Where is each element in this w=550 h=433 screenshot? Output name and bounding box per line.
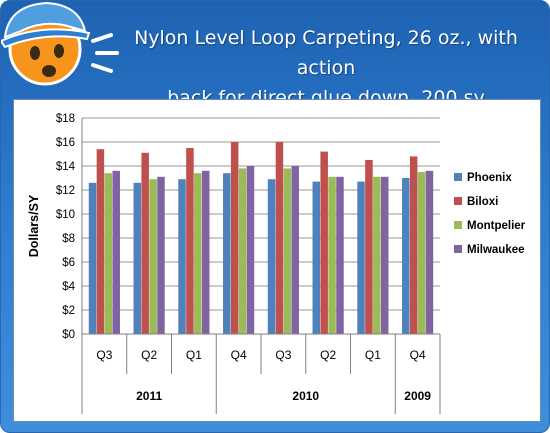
bar-chart: $0 $2 $4 $6 $8 $10 $12 $14 $16 $18 Dollars/SY Q3 Q2 Q… xyxy=(27,113,526,414)
bar-montpelier xyxy=(194,173,202,334)
x-tick-label: Q4 xyxy=(410,348,426,362)
y-tick-label: $6 xyxy=(62,257,75,269)
legend-label-biloxi: Biloxi xyxy=(467,196,498,208)
bar-montpelier xyxy=(283,168,292,334)
y-tick-label: $18 xyxy=(56,113,75,125)
bar-biloxi xyxy=(409,156,418,334)
y-tick-label: $8 xyxy=(62,233,75,245)
bar-montpelier xyxy=(238,168,247,334)
bar-milwaukee xyxy=(291,166,299,334)
legend-swatch-milwaukee xyxy=(454,245,462,253)
bar-montpelier xyxy=(373,176,381,334)
bar-montpelier xyxy=(328,176,336,334)
hardhat-mascot-icon xyxy=(1,1,119,86)
bar-phoenix xyxy=(312,181,321,334)
legend-label-phoenix: Phoenix xyxy=(467,172,512,184)
x-tick-label: Q3 xyxy=(96,348,112,362)
x-tick-label: Q1 xyxy=(186,348,202,362)
y-tick-label: $4 xyxy=(62,281,75,293)
bar-milwaukee xyxy=(112,170,120,334)
bar-milwaukee xyxy=(246,166,255,334)
year-label: 2010 xyxy=(292,389,319,403)
x-tick-label: Q2 xyxy=(320,348,336,362)
bar-montpelier xyxy=(104,173,113,334)
bar-biloxi xyxy=(96,149,105,334)
bar-phoenix xyxy=(267,179,276,334)
y-tick-label: $14 xyxy=(56,161,76,173)
x-tick-label: Q1 xyxy=(365,348,381,362)
bar-montpelier xyxy=(417,172,426,334)
legend-label-milwaukee: Milwaukee xyxy=(467,244,525,256)
y-tick-label: $16 xyxy=(56,137,75,149)
bar-milwaukee xyxy=(201,170,210,334)
bar-biloxi xyxy=(365,160,373,334)
legend-swatch-phoenix xyxy=(454,173,462,181)
bar-biloxi xyxy=(141,152,149,334)
year-label: 2009 xyxy=(404,389,431,403)
legend-swatch-montpelier xyxy=(454,221,462,229)
bar-montpelier xyxy=(149,179,157,334)
legend-swatch-biloxi xyxy=(454,197,462,205)
bar-biloxi xyxy=(186,148,194,334)
y-axis-title: Dollars/SY xyxy=(27,194,41,257)
bar-biloxi xyxy=(320,151,328,334)
year-label: 2011 xyxy=(136,389,162,403)
bar-milwaukee xyxy=(336,176,344,334)
bar-phoenix xyxy=(402,178,410,334)
bar-milwaukee xyxy=(380,176,389,334)
bar-milwaukee xyxy=(157,176,165,334)
y-tick-label: $2 xyxy=(62,305,75,317)
y-tick-label: $0 xyxy=(62,329,75,341)
bar-phoenix xyxy=(223,173,231,334)
bar-phoenix xyxy=(133,182,142,334)
bar-phoenix xyxy=(88,182,97,334)
chart-title-line1: Nylon Level Loop Carpeting, 26 oz., with… xyxy=(134,27,518,79)
bar-phoenix xyxy=(357,181,365,334)
y-tick-label: $12 xyxy=(56,185,75,197)
plot-panel: $0 $2 $4 $6 $8 $10 $12 $14 $16 $18 Dollars/SY Q3 Q2 Q… xyxy=(13,99,541,422)
bar-biloxi xyxy=(275,142,284,334)
bar-biloxi xyxy=(230,142,239,334)
y-tick-label: $10 xyxy=(56,209,75,221)
x-tick-label: Q3 xyxy=(275,348,291,362)
x-tick-label: Q2 xyxy=(141,348,157,362)
legend-label-montpelier: Montpelier xyxy=(467,220,526,232)
bar-phoenix xyxy=(178,179,186,334)
x-tick-label: Q4 xyxy=(231,348,247,362)
bar-milwaukee xyxy=(425,170,434,334)
